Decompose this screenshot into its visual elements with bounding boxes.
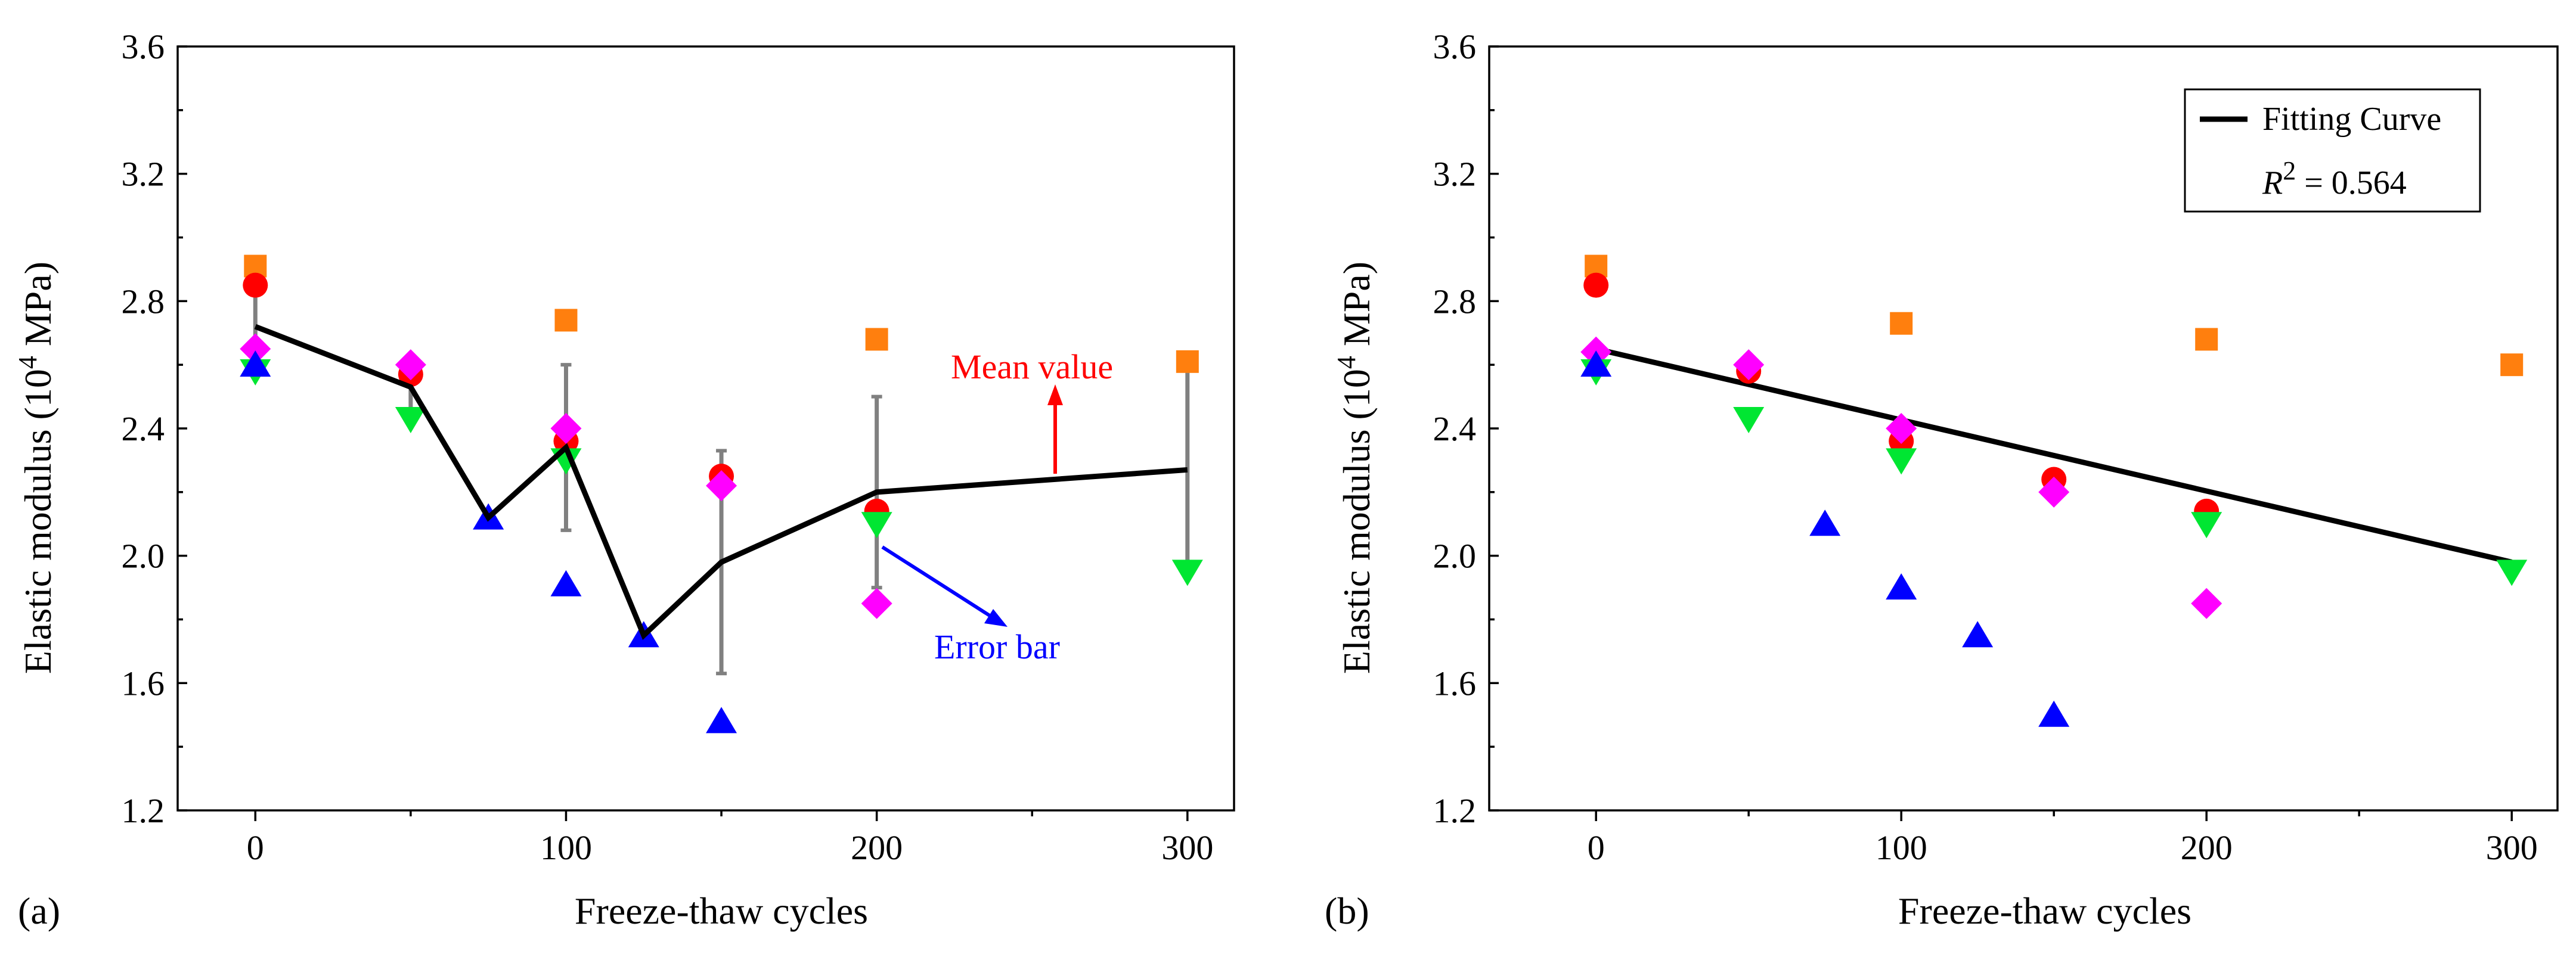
y-tick-label: 2.0: [122, 537, 165, 576]
panel-a-letter: (a): [18, 890, 60, 932]
data-point-diamond: [550, 413, 582, 444]
y-tick-label: 1.2: [1433, 791, 1477, 830]
y-tick-label: 2.8: [1433, 282, 1477, 321]
x-tick-label: 100: [540, 828, 592, 867]
data-point-square: [1176, 350, 1199, 373]
mean-value-arrowhead: [1047, 384, 1063, 405]
data-point-triangle-up: [1809, 509, 1841, 536]
y-tick-label: 2.4: [1433, 409, 1477, 448]
data-point-diamond: [2191, 588, 2222, 619]
panel-a-ylabel: Elastic modulus (104 MPa): [13, 262, 60, 674]
x-tick-label: 0: [1588, 828, 1605, 867]
mean-value-annotation: Mean value: [951, 347, 1113, 474]
data-point-triangle-down: [1171, 560, 1203, 586]
data-point-triangle-up: [1580, 350, 1612, 377]
data-point-diamond: [706, 470, 737, 502]
data-point-diamond: [2038, 476, 2070, 508]
y-tick-label: 3.6: [1433, 27, 1477, 66]
panel-a-xlabel: Freeze-thaw cycles: [575, 890, 868, 932]
error-bar-annotation: Error bar: [881, 545, 1060, 666]
data-point-diamond: [395, 349, 426, 381]
panel-a-grid-ticks: 1.2 1.6 2.0 2.4 2.8 3.2 3.6 0 100 200 300: [122, 27, 1214, 867]
panel-a-mean-line: [254, 324, 1188, 640]
y-tick-label: 2.8: [122, 282, 165, 321]
data-point-square: [1890, 312, 1913, 335]
data-point-triangle-up: [240, 350, 271, 377]
panel-b-chart: 1.2 1.6 2.0 2.4 2.8 3.2 3.6 0 100 200 300 Elastic …: [1325, 27, 2559, 932]
error-bar-arrow: [881, 545, 991, 617]
x-tick-label: 300: [1161, 828, 1213, 867]
y-tick-label: 1.2: [122, 791, 165, 830]
x-tick-label: 300: [2486, 828, 2538, 867]
data-point-triangle-down: [2191, 512, 2222, 539]
y-tick-label: 3.6: [122, 27, 165, 66]
data-point-triangle-down: [1733, 406, 1765, 433]
x-tick-label: 200: [2181, 828, 2233, 867]
legend-r2: R2 = 0.564: [2262, 156, 2407, 202]
data-point-triangle-up: [2038, 700, 2070, 727]
panel-b-grid-ticks: 1.2 1.6 2.0 2.4 2.8 3.2 3.6 0 100 200 300: [1433, 27, 2538, 867]
data-point-diamond: [240, 333, 271, 365]
data-point-square: [2500, 353, 2524, 377]
panel-b-points: [1580, 254, 2528, 727]
data-point-square: [865, 328, 888, 351]
data-point-diamond: [1886, 413, 1917, 444]
data-point-triangle-down: [861, 512, 892, 539]
panel-a-chart: 1.2 1.6 2.0 2.4 2.8 3.2 3.6 0 100 200 300 Elastic …: [13, 27, 1235, 932]
x-tick-label: 0: [247, 828, 264, 867]
y-tick-label: 1.6: [1433, 664, 1477, 703]
x-tick-label: 100: [1876, 828, 1927, 867]
legend-label: Fitting Curve: [2262, 101, 2441, 138]
y-tick-label: 3.2: [1433, 155, 1477, 194]
panel-b-letter: (b): [1325, 890, 1369, 932]
data-point-triangle-up: [706, 707, 737, 734]
error-bar-label: Error bar: [934, 627, 1060, 666]
data-point-circle: [1583, 272, 1609, 298]
panel-b-xlabel: Freeze-thaw cycles: [1898, 890, 2191, 932]
mean-value-label: Mean value: [951, 347, 1113, 386]
data-point-circle: [243, 272, 268, 298]
panel-a-points: [240, 254, 1203, 734]
data-point-diamond: [1733, 349, 1765, 381]
y-tick-label: 2.0: [1433, 537, 1477, 576]
legend-box: [2184, 88, 2481, 213]
panel-a-frame: [176, 45, 1235, 812]
data-point-square: [2195, 328, 2218, 351]
x-tick-label: 200: [851, 828, 903, 867]
y-tick-label: 3.2: [122, 155, 165, 194]
panel-b-frame: [1488, 45, 2559, 812]
data-point-triangle-up: [550, 570, 582, 596]
error-bar-arrowhead: [984, 609, 1008, 627]
data-point-triangle-up: [1962, 621, 1994, 648]
data-point-triangle-down: [1886, 448, 1917, 475]
panel-b-legend: Fitting Curve R2 = 0.564: [2184, 88, 2481, 213]
data-point-triangle-down: [395, 406, 426, 433]
data-point-square: [554, 309, 578, 332]
y-tick-label: 2.4: [122, 409, 165, 448]
data-point-triangle-up: [1886, 573, 1917, 600]
data-point-triangle-down: [2496, 560, 2528, 586]
panel-b-fit-line: [1595, 346, 2513, 565]
data-point-diamond: [861, 588, 892, 619]
panel-b-ylabel: Elastic modulus (104 MPa): [1332, 262, 1378, 674]
y-tick-label: 1.6: [122, 664, 165, 703]
